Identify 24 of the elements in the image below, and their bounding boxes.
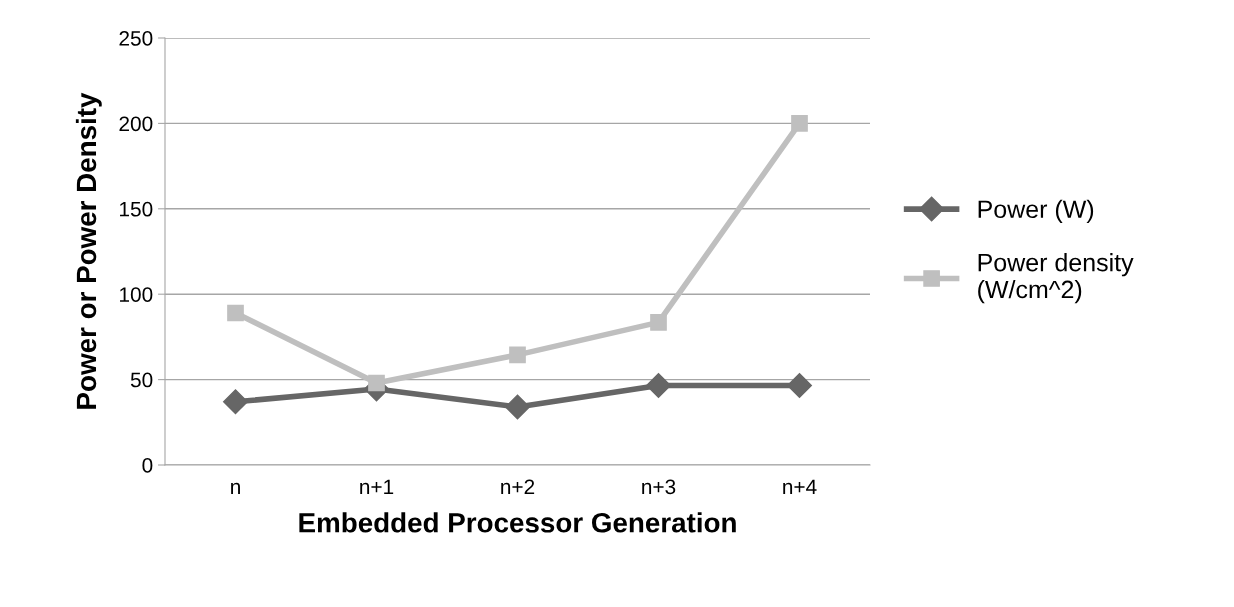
y-tick-label: 50	[130, 372, 153, 388]
legend-label: Power density (W/cm^2)	[978, 253, 1134, 304]
x-axis-title: Embedded Processor Generation	[299, 512, 736, 533]
legend-label: Power (W)	[978, 199, 1094, 224]
point	[368, 374, 385, 392]
point	[646, 373, 671, 399]
y-tick-label: 0	[142, 458, 153, 473]
y-tick-label: 150	[120, 201, 153, 217]
x-tick-label: n+2	[501, 479, 535, 494]
point	[509, 346, 526, 364]
x-tick-label: n	[231, 482, 240, 494]
point	[505, 394, 530, 420]
point	[791, 115, 808, 132]
y-tick-label: 200	[119, 116, 153, 132]
point	[223, 389, 248, 415]
y-tick-label: 100	[120, 287, 153, 302]
x-tick-label: n+4	[783, 479, 817, 494]
x-tick-label: n+1	[360, 479, 394, 494]
point	[650, 314, 667, 331]
point	[787, 373, 812, 399]
point	[227, 304, 244, 322]
y-tick-label: 250	[119, 31, 153, 46]
y-axis-title: Power or Power Density	[75, 92, 102, 409]
x-tick-label: n+3	[642, 479, 676, 495]
